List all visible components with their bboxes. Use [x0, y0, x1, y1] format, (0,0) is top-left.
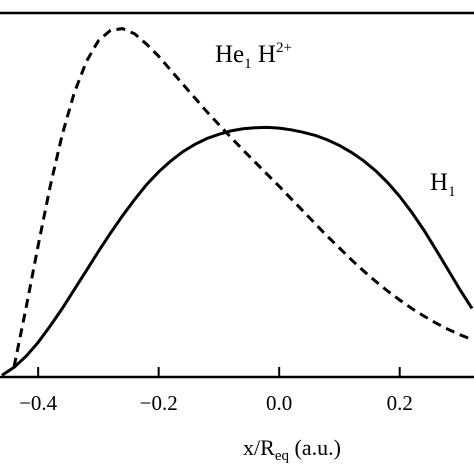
- series-line-he1-h2plus: [12, 27, 473, 367]
- series-label-he-main: He: [215, 41, 244, 68]
- x-axis-title-main: x/R: [243, 435, 275, 460]
- series-label-he1-h2plus: He1 H2+: [215, 40, 292, 72]
- series-label-he-sub: 1: [244, 56, 252, 72]
- x-axis-tick-labels: −0.4 −0.2 0.0 0.2: [19, 391, 413, 415]
- series-label-he-sup: 2+: [276, 40, 292, 56]
- series-label-h-main: H: [252, 41, 276, 68]
- series-line-h1: [1, 125, 474, 377]
- x-tick-label: −0.2: [140, 391, 178, 415]
- x-tick-label: 0.0: [266, 391, 292, 415]
- series-label-h1-main: H: [430, 169, 448, 196]
- series-label-h1-sub: 1: [448, 184, 456, 200]
- x-axis-ticks: [37, 367, 401, 377]
- plot-frame: [0, 11, 474, 379]
- x-axis-title-suffix: (a.u.): [289, 435, 341, 460]
- series-label-h1: H1: [430, 169, 456, 200]
- x-axis-title: x/Req (a.u.): [243, 435, 341, 464]
- x-tick-label: −0.4: [19, 391, 58, 415]
- x-tick-label: 0.2: [387, 391, 413, 415]
- x-axis-title-sub: eq: [275, 448, 290, 464]
